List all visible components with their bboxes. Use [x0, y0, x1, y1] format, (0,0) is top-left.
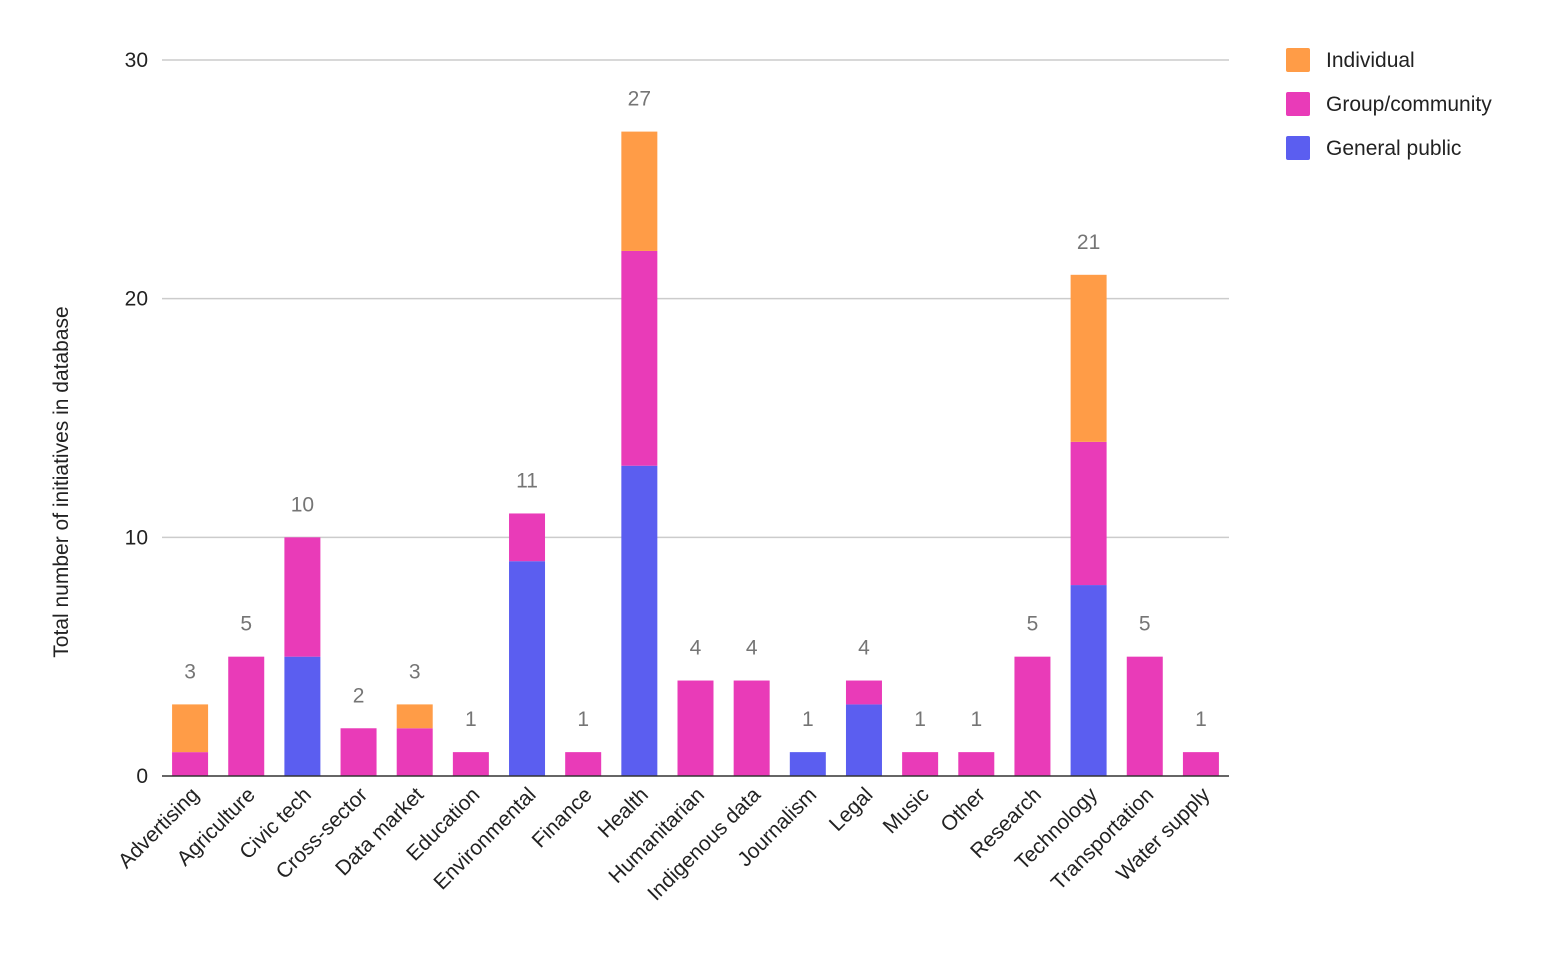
bar-segment — [845, 704, 882, 776]
total-label: 4 — [690, 637, 702, 660]
total-label: 11 — [516, 469, 538, 492]
total-label: 5 — [240, 613, 252, 636]
bar-segment — [789, 752, 826, 776]
y-axis-title: Total number of initiatives in database — [50, 306, 73, 657]
bar-segment — [565, 752, 602, 776]
total-label: 1 — [465, 708, 477, 731]
bar-segment — [396, 704, 433, 729]
bar-segment — [340, 728, 377, 776]
total-label: 5 — [1139, 613, 1151, 636]
category-label: Environmental — [429, 783, 540, 894]
bar-segment — [1126, 656, 1163, 776]
bar-segment — [902, 752, 939, 776]
y-tick-label: 10 — [125, 526, 148, 549]
y-tick-labels: 0 10 20 30 — [125, 49, 148, 788]
bar-segment — [1182, 752, 1219, 776]
category-label: Finance — [528, 783, 597, 852]
bar-segment — [1014, 656, 1051, 776]
bar-segment — [452, 752, 489, 776]
total-label: 1 — [914, 708, 926, 731]
bars — [172, 131, 1219, 776]
total-label: 1 — [1195, 708, 1207, 731]
bar-segment — [621, 465, 658, 776]
total-label: 5 — [1027, 613, 1039, 636]
total-label: 3 — [184, 660, 196, 683]
legend-label: Individual — [1326, 49, 1415, 72]
bar-segment — [677, 680, 714, 776]
category-label: Legal — [825, 783, 878, 836]
total-label: 1 — [802, 708, 814, 731]
y-tick-label: 0 — [136, 765, 148, 788]
legend-swatch — [1286, 48, 1310, 72]
category-label: Other — [936, 783, 989, 836]
total-label: 1 — [970, 708, 982, 731]
bar-segment — [733, 680, 770, 776]
legend-swatch — [1286, 136, 1310, 160]
total-label: 4 — [858, 637, 870, 660]
bar-segment — [958, 752, 995, 776]
total-label: 27 — [628, 88, 651, 111]
bar-segment — [284, 656, 321, 776]
legend-label: Group/community — [1326, 93, 1492, 116]
total-label: 10 — [291, 493, 314, 516]
bar-segment — [509, 513, 546, 562]
bar-segment — [1070, 441, 1107, 586]
y-tick-label: 30 — [125, 49, 148, 72]
bar-segment — [509, 561, 546, 776]
bar-segment — [621, 250, 658, 466]
gridlines — [162, 59, 1229, 539]
bar-segment — [845, 680, 882, 705]
total-label: 4 — [746, 637, 758, 660]
legend-label: General public — [1326, 137, 1461, 160]
total-label: 1 — [577, 708, 589, 731]
total-label: 21 — [1077, 231, 1100, 254]
bar-segment — [172, 752, 209, 776]
legend-swatch — [1286, 92, 1310, 116]
y-tick-label: 20 — [125, 288, 148, 311]
bar-segment — [284, 537, 321, 657]
bar-segment — [172, 704, 209, 753]
legend: Individual Group/community General public — [1286, 48, 1492, 160]
total-label: 3 — [409, 660, 421, 683]
category-label: Music — [879, 783, 934, 838]
bar-segment — [396, 728, 433, 776]
bar-segment — [1070, 585, 1107, 776]
bar-segment — [621, 131, 658, 251]
total-label: 2 — [353, 684, 365, 707]
bar-segment — [1070, 274, 1107, 442]
bar-segment — [228, 656, 265, 776]
